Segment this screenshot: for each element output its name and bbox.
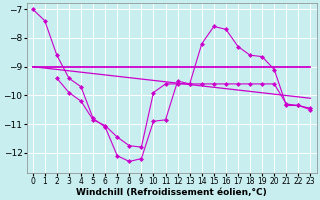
- X-axis label: Windchill (Refroidissement éolien,°C): Windchill (Refroidissement éolien,°C): [76, 188, 267, 197]
